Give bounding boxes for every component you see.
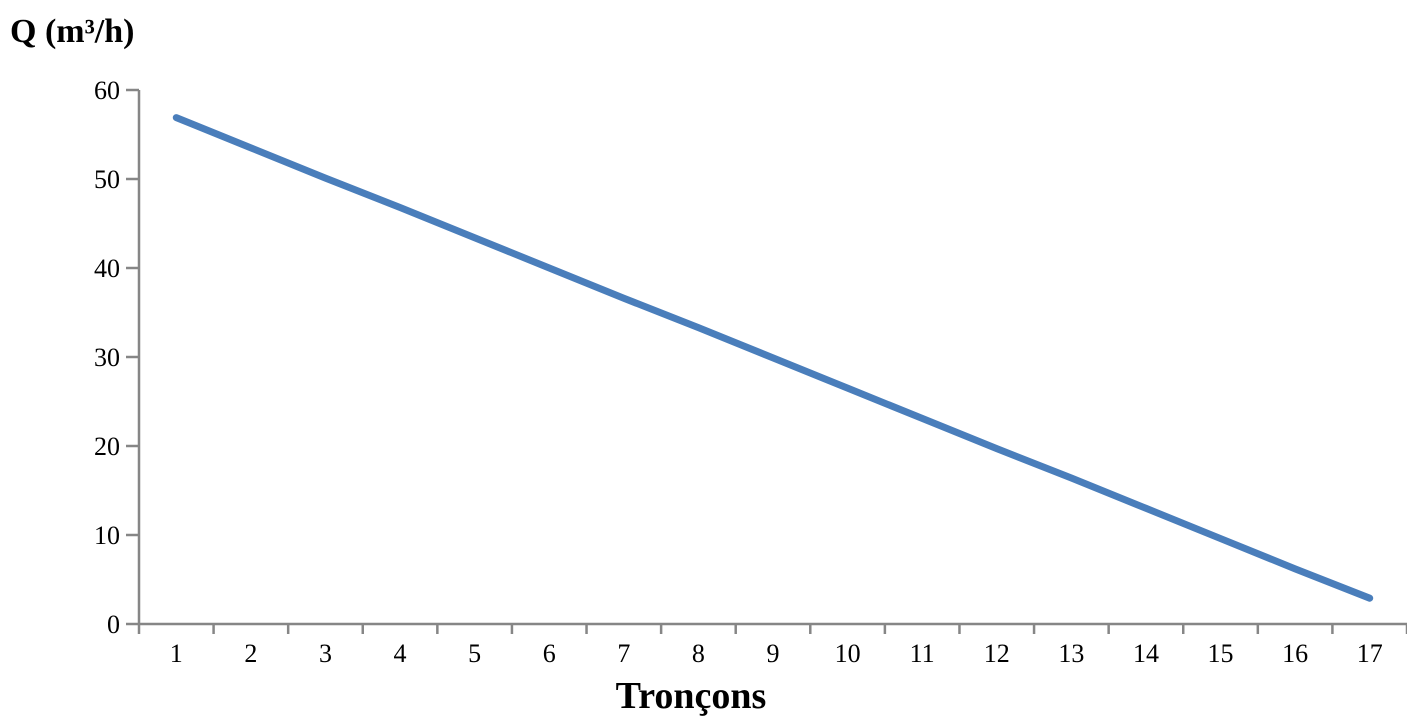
y-tick-label: 60 [94, 76, 120, 105]
y-axis-ticks: 0 10 20 30 40 50 60 [94, 76, 139, 639]
x-tick-label: 1 [170, 639, 183, 668]
x-tick-label: 3 [319, 639, 332, 668]
x-tick-label: 5 [468, 639, 481, 668]
y-tick-label: 50 [94, 165, 120, 194]
x-axis-title: Tronçons [616, 675, 767, 717]
x-tick-label: 8 [692, 639, 705, 668]
x-tick-label: 13 [1058, 639, 1084, 668]
y-axis-title: Q (m³/h) [10, 13, 134, 50]
x-tick-label: 7 [617, 639, 630, 668]
x-tick-label: 11 [910, 639, 935, 668]
x-axis-ticks: 1 2 3 4 5 6 7 8 9 10 11 12 13 14 15 16 17 [137, 624, 1407, 668]
y-tick-label: 20 [94, 432, 120, 461]
y-tick-label: 40 [94, 254, 120, 283]
x-tick-label: 17 [1357, 639, 1383, 668]
x-tick-label: 12 [984, 639, 1010, 668]
x-tick-label: 15 [1208, 639, 1234, 668]
x-tick-label: 16 [1282, 639, 1308, 668]
x-tick-label: 6 [543, 639, 556, 668]
x-tick-label: 9 [767, 639, 780, 668]
series-group [172, 114, 1374, 602]
y-tick-label: 0 [107, 610, 120, 639]
x-tick-label: 2 [244, 639, 257, 668]
x-tick-label: 14 [1133, 639, 1159, 668]
y-tick-label: 10 [94, 521, 120, 550]
x-tick-label: 4 [394, 639, 407, 668]
y-tick-label: 30 [94, 343, 120, 372]
x-tick-label: 10 [835, 639, 861, 668]
